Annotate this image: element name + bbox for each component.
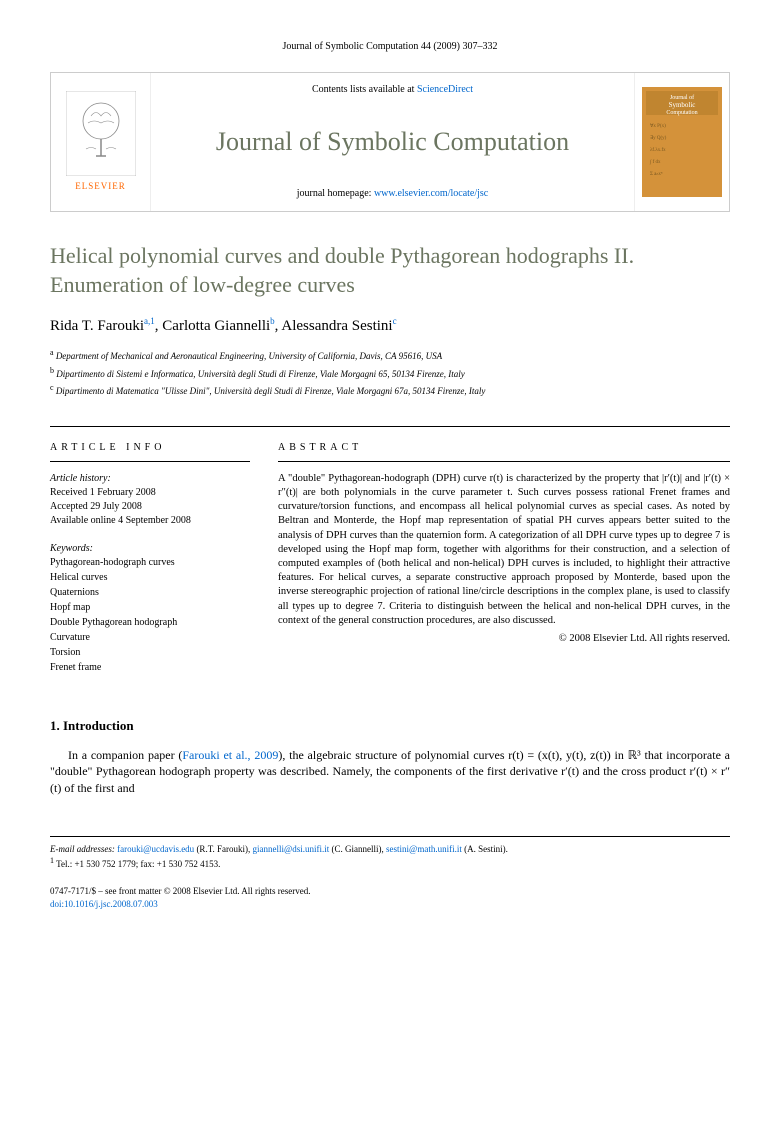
svg-text:∫ f dx: ∫ f dx (649, 159, 661, 165)
article-info-column: ARTICLE INFO Article history: Received 1… (50, 427, 250, 689)
journal-cover-thumbnail: Journal of Symbolic Computation ∀x P(x) … (634, 73, 729, 211)
doi-line: doi:10.1016/j.jsc.2008.07.003 (50, 898, 730, 911)
introduction-paragraph: In a companion paper (Farouki et al., 20… (50, 747, 730, 796)
abstract-heading: ABSTRACT (278, 441, 730, 462)
affiliation: c Dipartimento di Matematica "Ulisse Din… (50, 382, 730, 398)
keyword: Helical curves (50, 571, 250, 585)
keyword: Quaternions (50, 586, 250, 600)
contents-prefix: Contents lists available at (312, 84, 417, 95)
online-date: Available online 4 September 2008 (50, 514, 250, 528)
doi-link[interactable]: 10.1016/j.jsc.2008.07.003 (64, 899, 158, 909)
keywords-list: Pythagorean-hodograph curves Helical cur… (50, 556, 250, 675)
abstract-text: A "double" Pythagorean-hodograph (DPH) c… (278, 472, 730, 628)
svg-text:Symbolic: Symbolic (669, 101, 696, 109)
footer-bottom: 0747-7171/$ – see front matter © 2008 El… (50, 885, 730, 910)
homepage-prefix: journal homepage: (297, 188, 374, 199)
keyword: Curvature (50, 631, 250, 645)
keywords-block: Keywords: Pythagorean-hodograph curves H… (50, 542, 250, 675)
received-date: Received 1 February 2008 (50, 486, 250, 500)
email-link[interactable]: sestini@math.unifi.it (386, 844, 462, 854)
keyword: Torsion (50, 646, 250, 660)
affiliation: b Dipartimento di Sistemi e Informatica,… (50, 365, 730, 381)
cover-icon: Journal of Symbolic Computation ∀x P(x) … (642, 87, 722, 197)
article-info-heading: ARTICLE INFO (50, 441, 250, 462)
history-label: Article history: (50, 472, 250, 486)
svg-text:λf.λx.fx: λf.λx.fx (650, 148, 666, 153)
authors-line: Rida T. Faroukia,1, Carlotta Giannellib,… (50, 315, 730, 337)
homepage-line: journal homepage: www.elsevier.com/locat… (171, 187, 614, 201)
sciencedirect-link[interactable]: ScienceDirect (417, 84, 473, 95)
elsevier-logo: ELSEVIER (51, 73, 151, 211)
accepted-date: Accepted 29 July 2008 (50, 500, 250, 514)
email-link[interactable]: farouki@ucdavis.edu (117, 844, 194, 854)
svg-text:Journal of: Journal of (670, 94, 694, 101)
article-history: Article history: Received 1 February 200… (50, 472, 250, 528)
elsevier-tree-icon (66, 91, 136, 176)
introduction-heading: 1. Introduction (50, 717, 730, 735)
email-line: E-mail addresses: farouki@ucdavis.edu (R… (50, 843, 730, 856)
abstract-column: ABSTRACT A "double" Pythagorean-hodograp… (278, 427, 730, 689)
email-link[interactable]: giannelli@dsi.unifi.it (253, 844, 330, 854)
elsevier-label: ELSEVIER (75, 180, 126, 193)
issn-line: 0747-7171/$ – see front matter © 2008 El… (50, 885, 730, 898)
keyword: Pythagorean-hodograph curves (50, 556, 250, 570)
svg-text:∃y Q(y): ∃y Q(y) (650, 135, 667, 141)
author: Rida T. Faroukia,1 (50, 318, 155, 334)
keyword: Double Pythagorean hodograph (50, 616, 250, 630)
keyword: Frenet frame (50, 661, 250, 675)
keyword: Hopf map (50, 601, 250, 615)
author: Carlotta Giannellib (162, 318, 274, 334)
email-label: E-mail addresses: (50, 844, 115, 854)
contents-line: Contents lists available at ScienceDirec… (171, 83, 614, 97)
article-title: Helical polynomial curves and double Pyt… (50, 242, 730, 299)
abstract-copyright: © 2008 Elsevier Ltd. All rights reserved… (278, 632, 730, 647)
running-header: Journal of Symbolic Computation 44 (2009… (50, 40, 730, 54)
affiliations: a Department of Mechanical and Aeronauti… (50, 347, 730, 398)
journal-banner: ELSEVIER Contents lists available at Sci… (50, 72, 730, 212)
tel-line: 1 Tel.: +1 530 752 1779; fax: +1 530 752… (50, 855, 730, 871)
footer: E-mail addresses: farouki@ucdavis.edu (R… (50, 836, 730, 910)
affiliation: a Department of Mechanical and Aeronauti… (50, 347, 730, 363)
keywords-label: Keywords: (50, 542, 250, 556)
svg-text:∀x P(x): ∀x P(x) (650, 123, 666, 129)
homepage-link[interactable]: www.elsevier.com/locate/jsc (374, 188, 488, 199)
journal-name: Journal of Symbolic Computation (171, 124, 614, 160)
svg-text:Computation: Computation (666, 110, 697, 116)
svg-text:Σ aₙxⁿ: Σ aₙxⁿ (650, 172, 663, 177)
citation-link[interactable]: Farouki et al., 2009 (182, 748, 278, 762)
banner-center: Contents lists available at ScienceDirec… (151, 73, 634, 211)
author: Alessandra Sestinic (281, 318, 396, 334)
